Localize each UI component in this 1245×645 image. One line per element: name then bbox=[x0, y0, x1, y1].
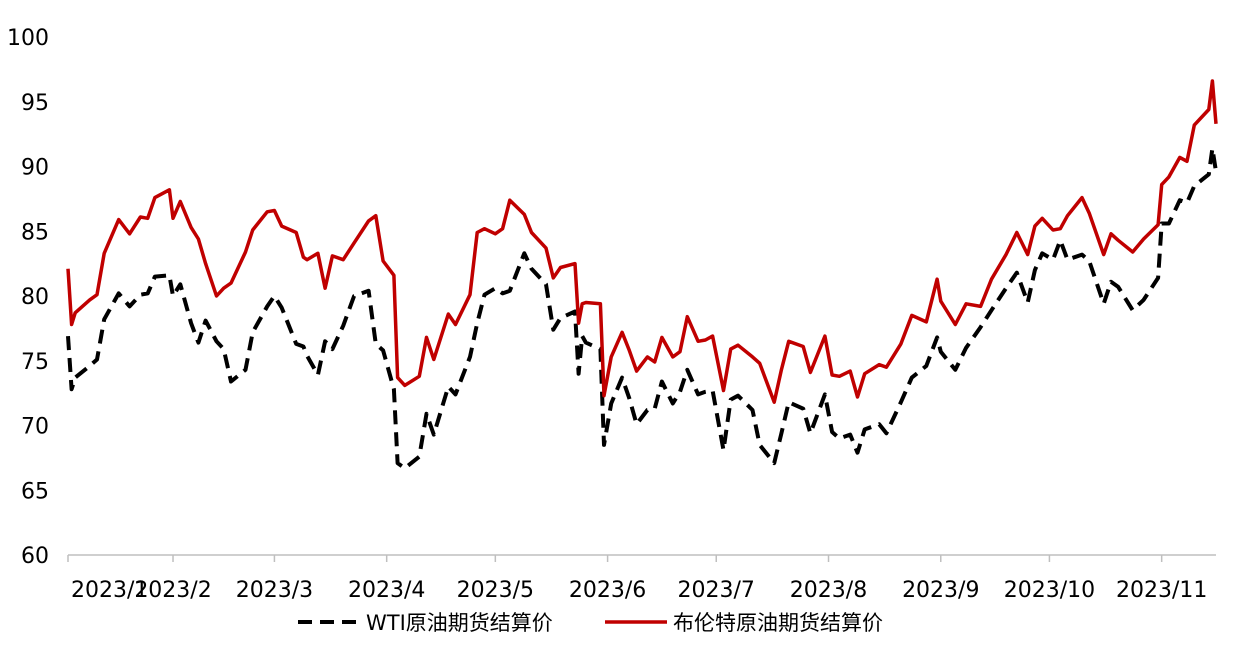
y-tick-label: 75 bbox=[21, 350, 49, 375]
y-tick-label: 80 bbox=[21, 285, 49, 310]
y-tick-label: 65 bbox=[21, 479, 49, 504]
series-layer bbox=[66, 79, 1218, 471]
x-tick-label: 2023/1 bbox=[71, 578, 148, 603]
x-tick-label: 2023/3 bbox=[236, 578, 313, 603]
wti-series-line bbox=[66, 146, 1218, 471]
legend-label-wti: WTI原油期货结算价 bbox=[366, 611, 553, 635]
x-tick-label: 2023/9 bbox=[902, 578, 979, 603]
x-tick-label: 2023/7 bbox=[678, 578, 755, 603]
x-tick-label: 2023/11 bbox=[1116, 578, 1207, 603]
y-tick-label: 60 bbox=[21, 544, 49, 569]
y-tick-label: 95 bbox=[21, 91, 49, 116]
x-tick-label: 2023/5 bbox=[457, 578, 534, 603]
x-tick-label: 2023/6 bbox=[569, 578, 646, 603]
x-tick-label: 2023/4 bbox=[348, 578, 425, 603]
y-tick-label: 100 bbox=[7, 26, 49, 51]
y-tick-label: 90 bbox=[21, 156, 49, 181]
y-axis-tick-labels: 60 65 70 75 80 85 90 95 100 bbox=[7, 26, 49, 569]
y-tick-label: 70 bbox=[21, 415, 49, 440]
brent-series-line bbox=[66, 79, 1218, 404]
x-tick-label: 2023/10 bbox=[1004, 578, 1095, 603]
x-tick-label: 2023/8 bbox=[790, 578, 867, 603]
y-tick-label: 85 bbox=[21, 220, 49, 245]
legend: WTI原油期货结算价 布伦特原油期货结算价 bbox=[298, 611, 883, 635]
legend-label-brent: 布伦特原油期货结算价 bbox=[673, 611, 883, 635]
x-tick-label: 2023/2 bbox=[134, 578, 211, 603]
